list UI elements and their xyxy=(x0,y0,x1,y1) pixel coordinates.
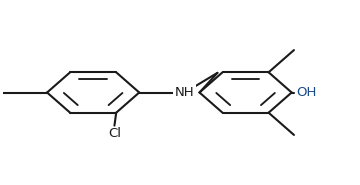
Text: Cl: Cl xyxy=(108,127,121,140)
Text: OH: OH xyxy=(296,86,316,99)
Text: NH: NH xyxy=(175,86,195,99)
